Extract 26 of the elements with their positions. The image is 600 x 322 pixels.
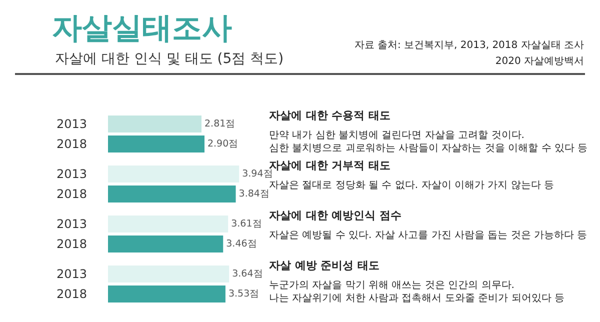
data-label: 3.46점	[226, 238, 258, 250]
text: 자살 예방 준비성 태도	[269, 259, 380, 272]
chart-title: 자살실태조사	[52, 10, 232, 48]
data-label: 2.90점	[207, 138, 239, 150]
text: 누군가의 자살을 막기 위해 애쓰는 것은 인간의 의무다. 나는 자살위기에 처한 사람과 접촉해서 도와줄 준비가 되어있다 등	[269, 280, 564, 304]
y-tick-label: 2013	[56, 267, 87, 282]
y-tick-label: 2013	[56, 217, 87, 232]
data-label: 3.84점	[238, 188, 270, 200]
text: 만약 내가 심한 불치병에 걸린다면 자살을 고려할 것이다. 심한 불치병으로 괴로워하는 사람들이 자살하는 것을 이해할 수 있다 등	[269, 130, 588, 154]
text: 자살은 예방될 수 있다. 자살 사고를 가진 사람을 돕는 것은 가능하다 등	[269, 230, 588, 241]
y-tick-label: 2013	[56, 117, 87, 132]
text: 2020 자살예방백서	[495, 56, 584, 67]
data-label: 3.61점	[231, 218, 262, 230]
y-tick-label: 2018	[56, 287, 87, 302]
data-label: 2.81점	[204, 118, 236, 130]
text: 자살에 대한 수용적 태도	[269, 109, 390, 122]
y-tick-label: 2018	[56, 237, 87, 252]
y-tick-label: 2013	[56, 167, 87, 182]
chart-subtitle: 자살에 대한 인식 및 태도 (5점 척도)	[55, 50, 284, 68]
data-label: 3.53점	[228, 288, 260, 300]
text: 자료 출처: 보건복지부, 2013, 2018 자살실태 조사	[354, 40, 584, 51]
text: 자살은 절대로 정당화 될 수 없다. 자살이 이해가 가지 않는다 등	[269, 180, 554, 191]
data-label: 3.64점	[232, 268, 264, 280]
text: 자살에 대한 예방인식 점수	[269, 209, 402, 222]
y-tick-label: 2018	[56, 187, 87, 202]
y-tick-label: 2018	[56, 137, 87, 152]
